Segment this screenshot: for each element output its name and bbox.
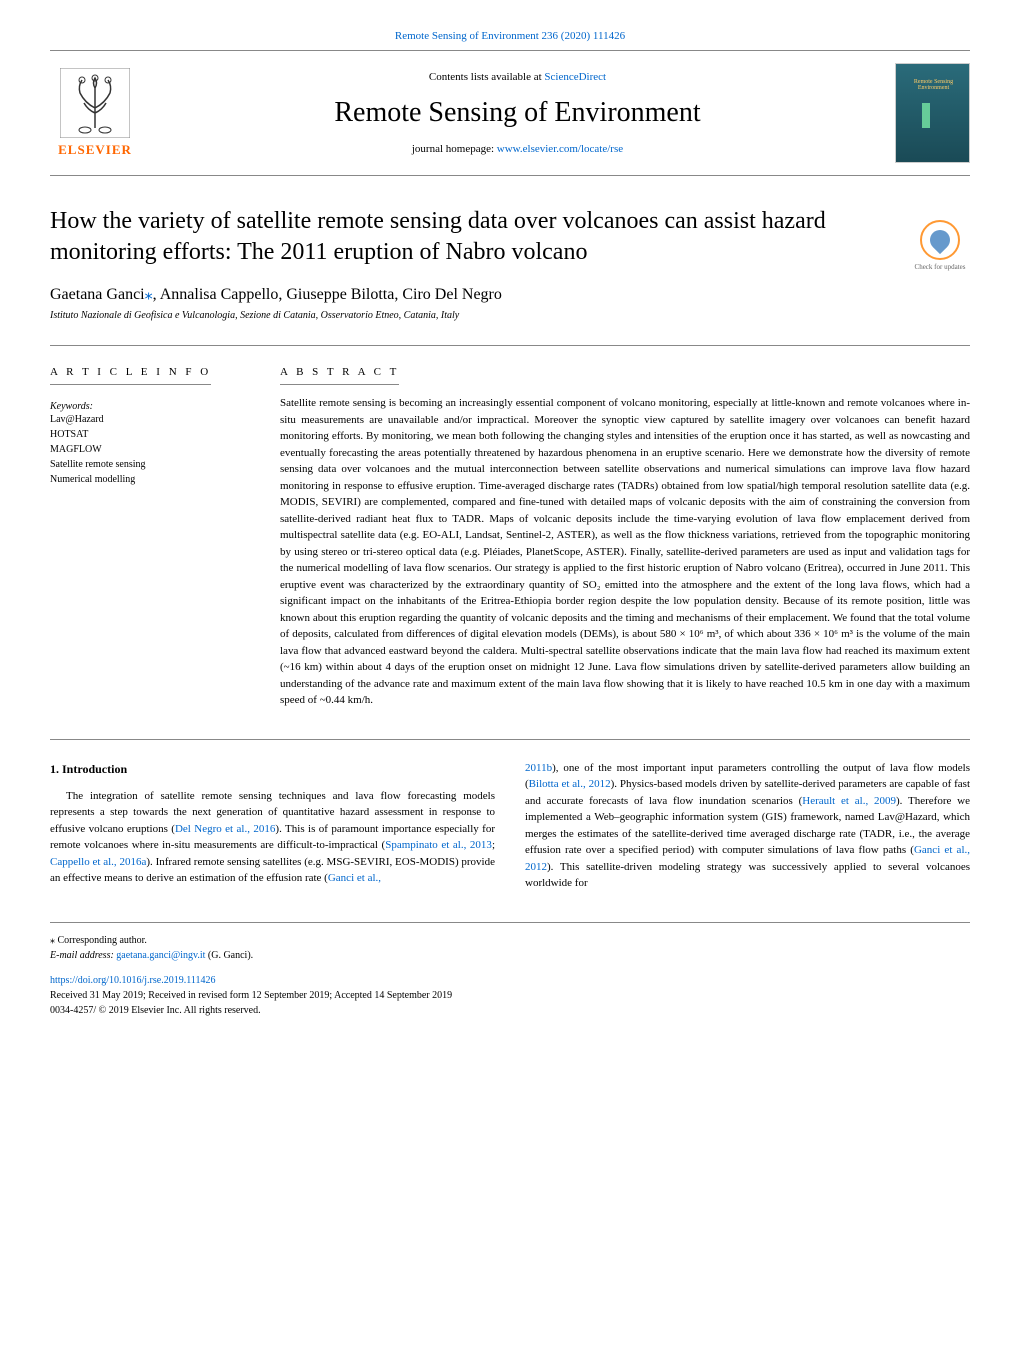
issn-line: 0034-4257/ © 2019 Elsevier Inc. All righ… xyxy=(50,1003,970,1018)
keyword-item: MAGFLOW xyxy=(50,442,250,457)
contents-line: Contents lists available at ScienceDirec… xyxy=(140,71,895,83)
abstract-column: A B S T R A C T Satellite remote sensing… xyxy=(280,364,970,709)
footer: ⁎ Corresponding author. E-mail address: … xyxy=(50,922,970,1018)
received-line: Received 31 May 2019; Received in revise… xyxy=(50,988,970,1003)
author-first: Gaetana Ganci xyxy=(50,286,145,303)
intro-paragraph: The integration of satellite remote sens… xyxy=(50,788,495,887)
contents-prefix: Contents lists available at xyxy=(429,71,544,83)
authors-rest: , Annalisa Cappello, Giuseppe Bilotta, C… xyxy=(153,286,502,303)
affiliation: Istituto Nazionale di Geofisica e Vulcan… xyxy=(50,310,970,321)
journal-reference-link[interactable]: Remote Sensing of Environment 236 (2020)… xyxy=(395,30,625,42)
intro-text: ). This satellite-driven modeling strate… xyxy=(525,861,970,890)
keyword-item: Lav@Hazard xyxy=(50,412,250,427)
corresponding-author-note: ⁎ Corresponding author. xyxy=(50,933,970,948)
body-left-column: 1. Introduction The integration of satel… xyxy=(50,760,495,892)
keyword-item: HOTSAT xyxy=(50,427,250,442)
running-head: Remote Sensing of Environment 236 (2020)… xyxy=(50,30,970,42)
doi-link[interactable]: https://doi.org/10.1016/j.rse.2019.11142… xyxy=(50,975,215,986)
citation-link[interactable]: Del Negro et al., 2016 xyxy=(175,823,275,835)
section-1-heading: 1. Introduction xyxy=(50,760,495,778)
keywords-list: Lav@Hazard HOTSAT MAGFLOW Satellite remo… xyxy=(50,412,250,487)
homepage-prefix: journal homepage: xyxy=(412,143,497,155)
citation-link[interactable]: Spampinato et al., 2013 xyxy=(385,839,492,851)
citation-link[interactable]: Ganci et al., xyxy=(328,872,381,884)
email-suffix: (G. Ganci). xyxy=(205,950,253,961)
publisher-name: ELSEVIER xyxy=(58,142,132,158)
intro-text: ; xyxy=(492,839,495,851)
email-link[interactable]: gaetana.ganci@ingv.it xyxy=(116,950,205,961)
journal-name: Remote Sensing of Environment xyxy=(140,97,895,129)
article-meta-row: A R T I C L E I N F O Keywords: Lav@Haza… xyxy=(50,345,970,709)
doi-line: https://doi.org/10.1016/j.rse.2019.11142… xyxy=(50,973,970,988)
keywords-label: Keywords: xyxy=(50,401,250,412)
cover-label: Remote Sensing Environment xyxy=(901,79,966,91)
body-columns: 1. Introduction The integration of satel… xyxy=(50,739,970,892)
journal-header: ELSEVIER Contents lists available at Sci… xyxy=(50,50,970,176)
intro-paragraph-cont: 2011b), one of the most important input … xyxy=(525,760,970,892)
abstract-heading: A B S T R A C T xyxy=(280,366,399,385)
updates-mark-icon xyxy=(926,226,954,254)
header-center: Contents lists available at ScienceDirec… xyxy=(140,71,895,155)
email-label: E-mail address: xyxy=(50,950,116,961)
title-text: How the variety of satellite remote sens… xyxy=(50,208,826,265)
journal-cover-thumbnail: Remote Sensing Environment xyxy=(895,63,970,163)
body-right-column: 2011b), one of the most important input … xyxy=(525,760,970,892)
citation-link[interactable]: Herault et al., 2009 xyxy=(802,795,896,807)
homepage-line: journal homepage: www.elsevier.com/locat… xyxy=(140,143,895,155)
citation-link[interactable]: 2011b xyxy=(525,762,552,774)
updates-circle-icon xyxy=(920,220,960,260)
citation-link[interactable]: Cappello et al., 2016a xyxy=(50,856,146,868)
elsevier-tree-icon xyxy=(60,68,130,138)
keyword-item: Satellite remote sensing xyxy=(50,457,250,472)
abstract-text: Satellite remote sensing is becoming an … xyxy=(280,395,970,709)
corresponding-mark[interactable]: ⁎ xyxy=(145,286,153,303)
keyword-item: Numerical modelling xyxy=(50,472,250,487)
updates-label: Check for updates xyxy=(915,263,966,272)
email-line: E-mail address: gaetana.ganci@ingv.it (G… xyxy=(50,948,970,963)
citation-link[interactable]: Bilotta et al., 2012 xyxy=(529,778,611,790)
authors-line: Gaetana Ganci⁎, Annalisa Cappello, Giuse… xyxy=(50,284,970,304)
publisher-logo: ELSEVIER xyxy=(50,63,140,163)
check-updates-badge[interactable]: Check for updates xyxy=(910,216,970,276)
sciencedirect-link[interactable]: ScienceDirect xyxy=(544,71,606,83)
article-title: How the variety of satellite remote sens… xyxy=(50,206,970,268)
homepage-link[interactable]: www.elsevier.com/locate/rse xyxy=(497,143,623,155)
article-info-column: A R T I C L E I N F O Keywords: Lav@Haza… xyxy=(50,364,250,709)
article-info-heading: A R T I C L E I N F O xyxy=(50,366,211,385)
